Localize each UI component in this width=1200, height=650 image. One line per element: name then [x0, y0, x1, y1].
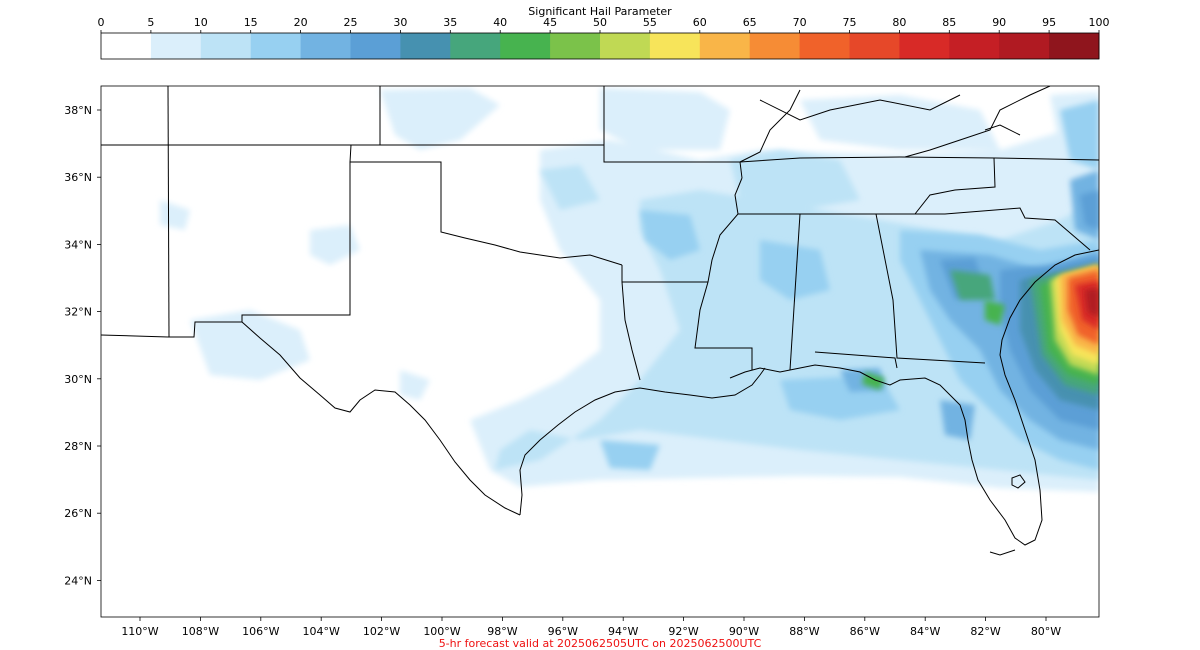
longitude-label: 110°W [121, 625, 158, 638]
state-boundaries [101, 86, 1099, 516]
colorbar-tick-label: 35 [443, 16, 457, 29]
colorbar-tick-label: 95 [1042, 16, 1056, 29]
colorbar-swatch [550, 33, 601, 59]
colorbar-ticks: 0 5 10 15 20 25 30 35 40 45 50 55 60 65 70 75 80 85 90 95 10… [98, 16, 1110, 33]
colorbar-tick-label: 90 [992, 16, 1006, 29]
colorbar-tick-label: 60 [693, 16, 707, 29]
colorbar-title: Significant Hail Parameter [528, 5, 672, 18]
colorbar-tick-label: 40 [493, 16, 507, 29]
colorbar-tick-label: 5 [147, 16, 154, 29]
colorbar-swatch [150, 33, 202, 59]
colorbar-frame [100, 32, 1100, 60]
longitude-label: 108°W [182, 625, 219, 638]
colorbar-swatch [300, 33, 351, 59]
colorbar-swatch [899, 33, 950, 59]
colorbar-tick-label: 20 [294, 16, 308, 29]
colorbar-swatch [699, 33, 751, 59]
longitude-label: 90°W [729, 625, 759, 638]
longitude-label: 100°W [423, 625, 460, 638]
latitude-label: 30°N [64, 373, 92, 386]
colorbar-tick-label: 70 [793, 16, 807, 29]
latitude-labels: 38°N 36°N 34°N 32°N 30°N 28°N 26°N 24°N [64, 104, 101, 587]
colorbar-tick-label: 25 [344, 16, 358, 29]
colorbar-swatch [749, 33, 801, 59]
colorbar-tick-label: 85 [942, 16, 956, 29]
latitude-label: 38°N [64, 104, 92, 117]
longitude-label: 104°W [303, 625, 340, 638]
longitude-labels: 110°W 108°W 106°W 104°W 102°W 100°W 98°W 96°W 94… [121, 617, 1061, 638]
longitude-label: 96°W [548, 625, 578, 638]
colorbar-tick-label: 50 [593, 16, 607, 29]
colorbar-swatch [999, 33, 1050, 59]
coastline [519, 249, 1099, 556]
longitude-label: 106°W [242, 625, 279, 638]
colorbar-tick-label: 30 [393, 16, 407, 29]
colorbar-tick-label: 15 [244, 16, 258, 29]
longitude-label: 88°W [789, 625, 819, 638]
colorbar-tick-label: 80 [892, 16, 906, 29]
colorbar-tick-label: 0 [98, 16, 105, 29]
colorbar-swatch [949, 33, 1000, 59]
longitude-label: 98°W [487, 625, 517, 638]
colorbar-swatch [200, 33, 252, 59]
colorbar-swatch [400, 33, 451, 59]
longitude-label: 94°W [608, 625, 638, 638]
map-panel: 38°N 36°N 34°N 32°N 30°N 28°N 26°N 24°N 110°W 10… [64, 85, 1100, 638]
latitude-label: 24°N [64, 574, 92, 587]
latitude-label: 26°N [64, 507, 92, 520]
colorbar-tick-label: 10 [194, 16, 208, 29]
longitude-label: 92°W [668, 625, 698, 638]
longitude-label: 102°W [363, 625, 400, 638]
colorbar-swatch [250, 33, 302, 59]
colorbar-swatch [350, 33, 401, 59]
colorbar-swatch [600, 33, 651, 59]
colorbar-tick-label: 45 [543, 16, 557, 29]
longitude-label: 84°W [910, 625, 940, 638]
latitude-label: 28°N [64, 440, 92, 453]
latitude-label: 34°N [64, 238, 92, 251]
colorbar-tick-label: 65 [743, 16, 757, 29]
colorbar-swatch [101, 33, 152, 59]
colorbar-tick-label: 75 [843, 16, 857, 29]
latitude-label: 36°N [64, 171, 92, 184]
colorbar-swatch [799, 33, 850, 59]
colorbar-swatch [849, 33, 900, 59]
longitude-label: 80°W [1031, 625, 1061, 638]
colorbar-swatch [450, 33, 501, 59]
hail-parameter-field [160, 88, 1099, 492]
colorbar-tick-label: 100 [1089, 16, 1110, 29]
colorbar: Significant Hail Parameter 0 5 10 15 20 25 30 3… [98, 5, 1110, 60]
latitude-label: 32°N [64, 306, 92, 319]
longitude-label: 86°W [850, 625, 880, 638]
colorbar-swatch [500, 33, 551, 59]
forecast-caption: 5-hr forecast valid at 2025062505UTC on … [439, 637, 762, 650]
map-frame [100, 85, 1100, 618]
colorbar-tick-label: 55 [643, 16, 657, 29]
colorbar-swatch [1049, 33, 1100, 59]
colorbar-swatch [649, 33, 701, 59]
longitude-label: 82°W [970, 625, 1000, 638]
colorbar-swatches [101, 33, 1100, 59]
